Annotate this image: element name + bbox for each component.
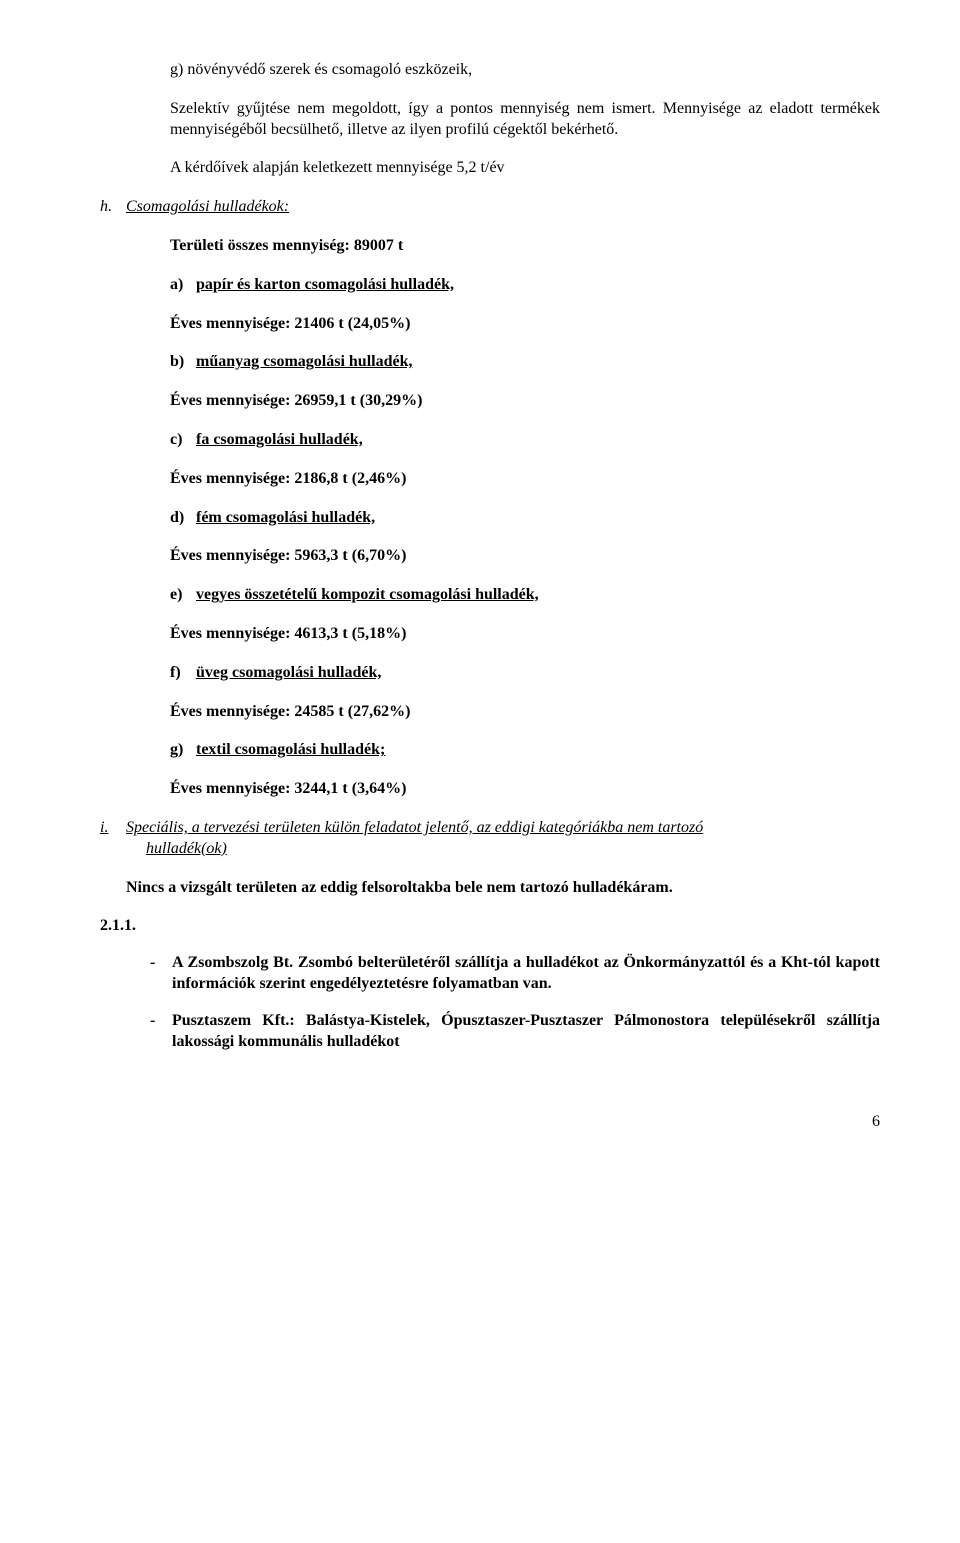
h-item-qty: Éves mennyisége: 4613,3 t (5,18%) [170, 624, 880, 645]
i-title-line1: Speciális, a tervezési területen külön f… [126, 819, 703, 836]
h-item-title: b)műanyag csomagolási hulladék, [170, 352, 880, 373]
h-item-qty: Éves mennyisége: 3244,1 t (3,64%) [170, 779, 880, 800]
h-title: Csomagolási hulladékok: [126, 197, 289, 218]
dash-icon: - [150, 953, 172, 974]
section-i-heading: i.Speciális, a tervezési területen külön… [100, 818, 880, 860]
section-h-heading: h.Csomagolási hulladékok: [100, 197, 880, 218]
dash-item-1: -A Zsombszolg Bt. Zsombó belterületéről … [150, 953, 880, 995]
h-item-qty: Éves mennyisége: 5963,3 t (6,70%) [170, 546, 880, 567]
h-item-title: a)papír és karton csomagolási hulladék, [170, 275, 880, 296]
h-item-letter: f) [170, 663, 196, 684]
h-item-letter: g) [170, 740, 196, 761]
h-total: Területi összes mennyiség: 89007 t [170, 236, 880, 257]
h-item-qty: Éves mennyisége: 2186,8 t (2,46%) [170, 469, 880, 490]
h-item-title-text: fa csomagolási hulladék, [196, 431, 363, 448]
h-item-qty: Éves mennyisége: 21406 t (24,05%) [170, 314, 880, 335]
section-g-body1: Szelektív gyűjtése nem megoldott, így a … [170, 99, 880, 141]
dash-icon: - [150, 1011, 172, 1032]
h-item-title: f)üveg csomagolási hulladék, [170, 663, 880, 684]
page-number: 6 [80, 1112, 880, 1133]
h-item-title-text: műanyag csomagolási hulladék, [196, 353, 412, 370]
i-nincs: Nincs a vizsgált területen az eddig fels… [126, 878, 880, 899]
h-item-title: e)vegyes összetételű kompozit csomagolás… [170, 585, 880, 606]
h-item-title-text: vegyes összetételű kompozit csomagolási … [196, 586, 539, 603]
h-item-letter: d) [170, 508, 196, 529]
h-item-title: c)fa csomagolási hulladék, [170, 430, 880, 451]
h-item-letter: e) [170, 585, 196, 606]
h-item-title-text: textil csomagolási hulladék; [196, 741, 385, 758]
dash-text-2: Pusztaszem Kft.: Balástya-Kistelek, Ópus… [172, 1012, 880, 1050]
h-item-letter: c) [170, 430, 196, 451]
dash-item-2: -Pusztaszem Kft.: Balástya-Kistelek, Ópu… [150, 1011, 880, 1053]
h-item-qty: Éves mennyisége: 26959,1 t (30,29%) [170, 391, 880, 412]
h-item-title-text: fém csomagolási hulladék, [196, 509, 375, 526]
section-g-body2: A kérdőívek alapján keletkezett mennyisé… [170, 158, 880, 179]
h-label: h. [100, 197, 126, 218]
h-item-title: g)textil csomagolási hulladék; [170, 740, 880, 761]
h-item-letter: b) [170, 352, 196, 373]
h-item-letter: a) [170, 275, 196, 296]
h-item-title-text: üveg csomagolási hulladék, [196, 664, 381, 681]
section-g-title: g) növényvédő szerek és csomagoló eszköz… [170, 60, 880, 81]
dash-text-1: A Zsombszolg Bt. Zsombó belterületéről s… [172, 954, 880, 992]
h-item-title-text: papír és karton csomagolási hulladék, [196, 276, 454, 293]
i-title-line2: hulladék(ok) [146, 840, 227, 857]
section-number: 2.1.1. [100, 916, 880, 937]
h-item-title: d)fém csomagolási hulladék, [170, 508, 880, 529]
h-item-qty: Éves mennyisége: 24585 t (27,62%) [170, 702, 880, 723]
i-label: i. [100, 818, 126, 839]
